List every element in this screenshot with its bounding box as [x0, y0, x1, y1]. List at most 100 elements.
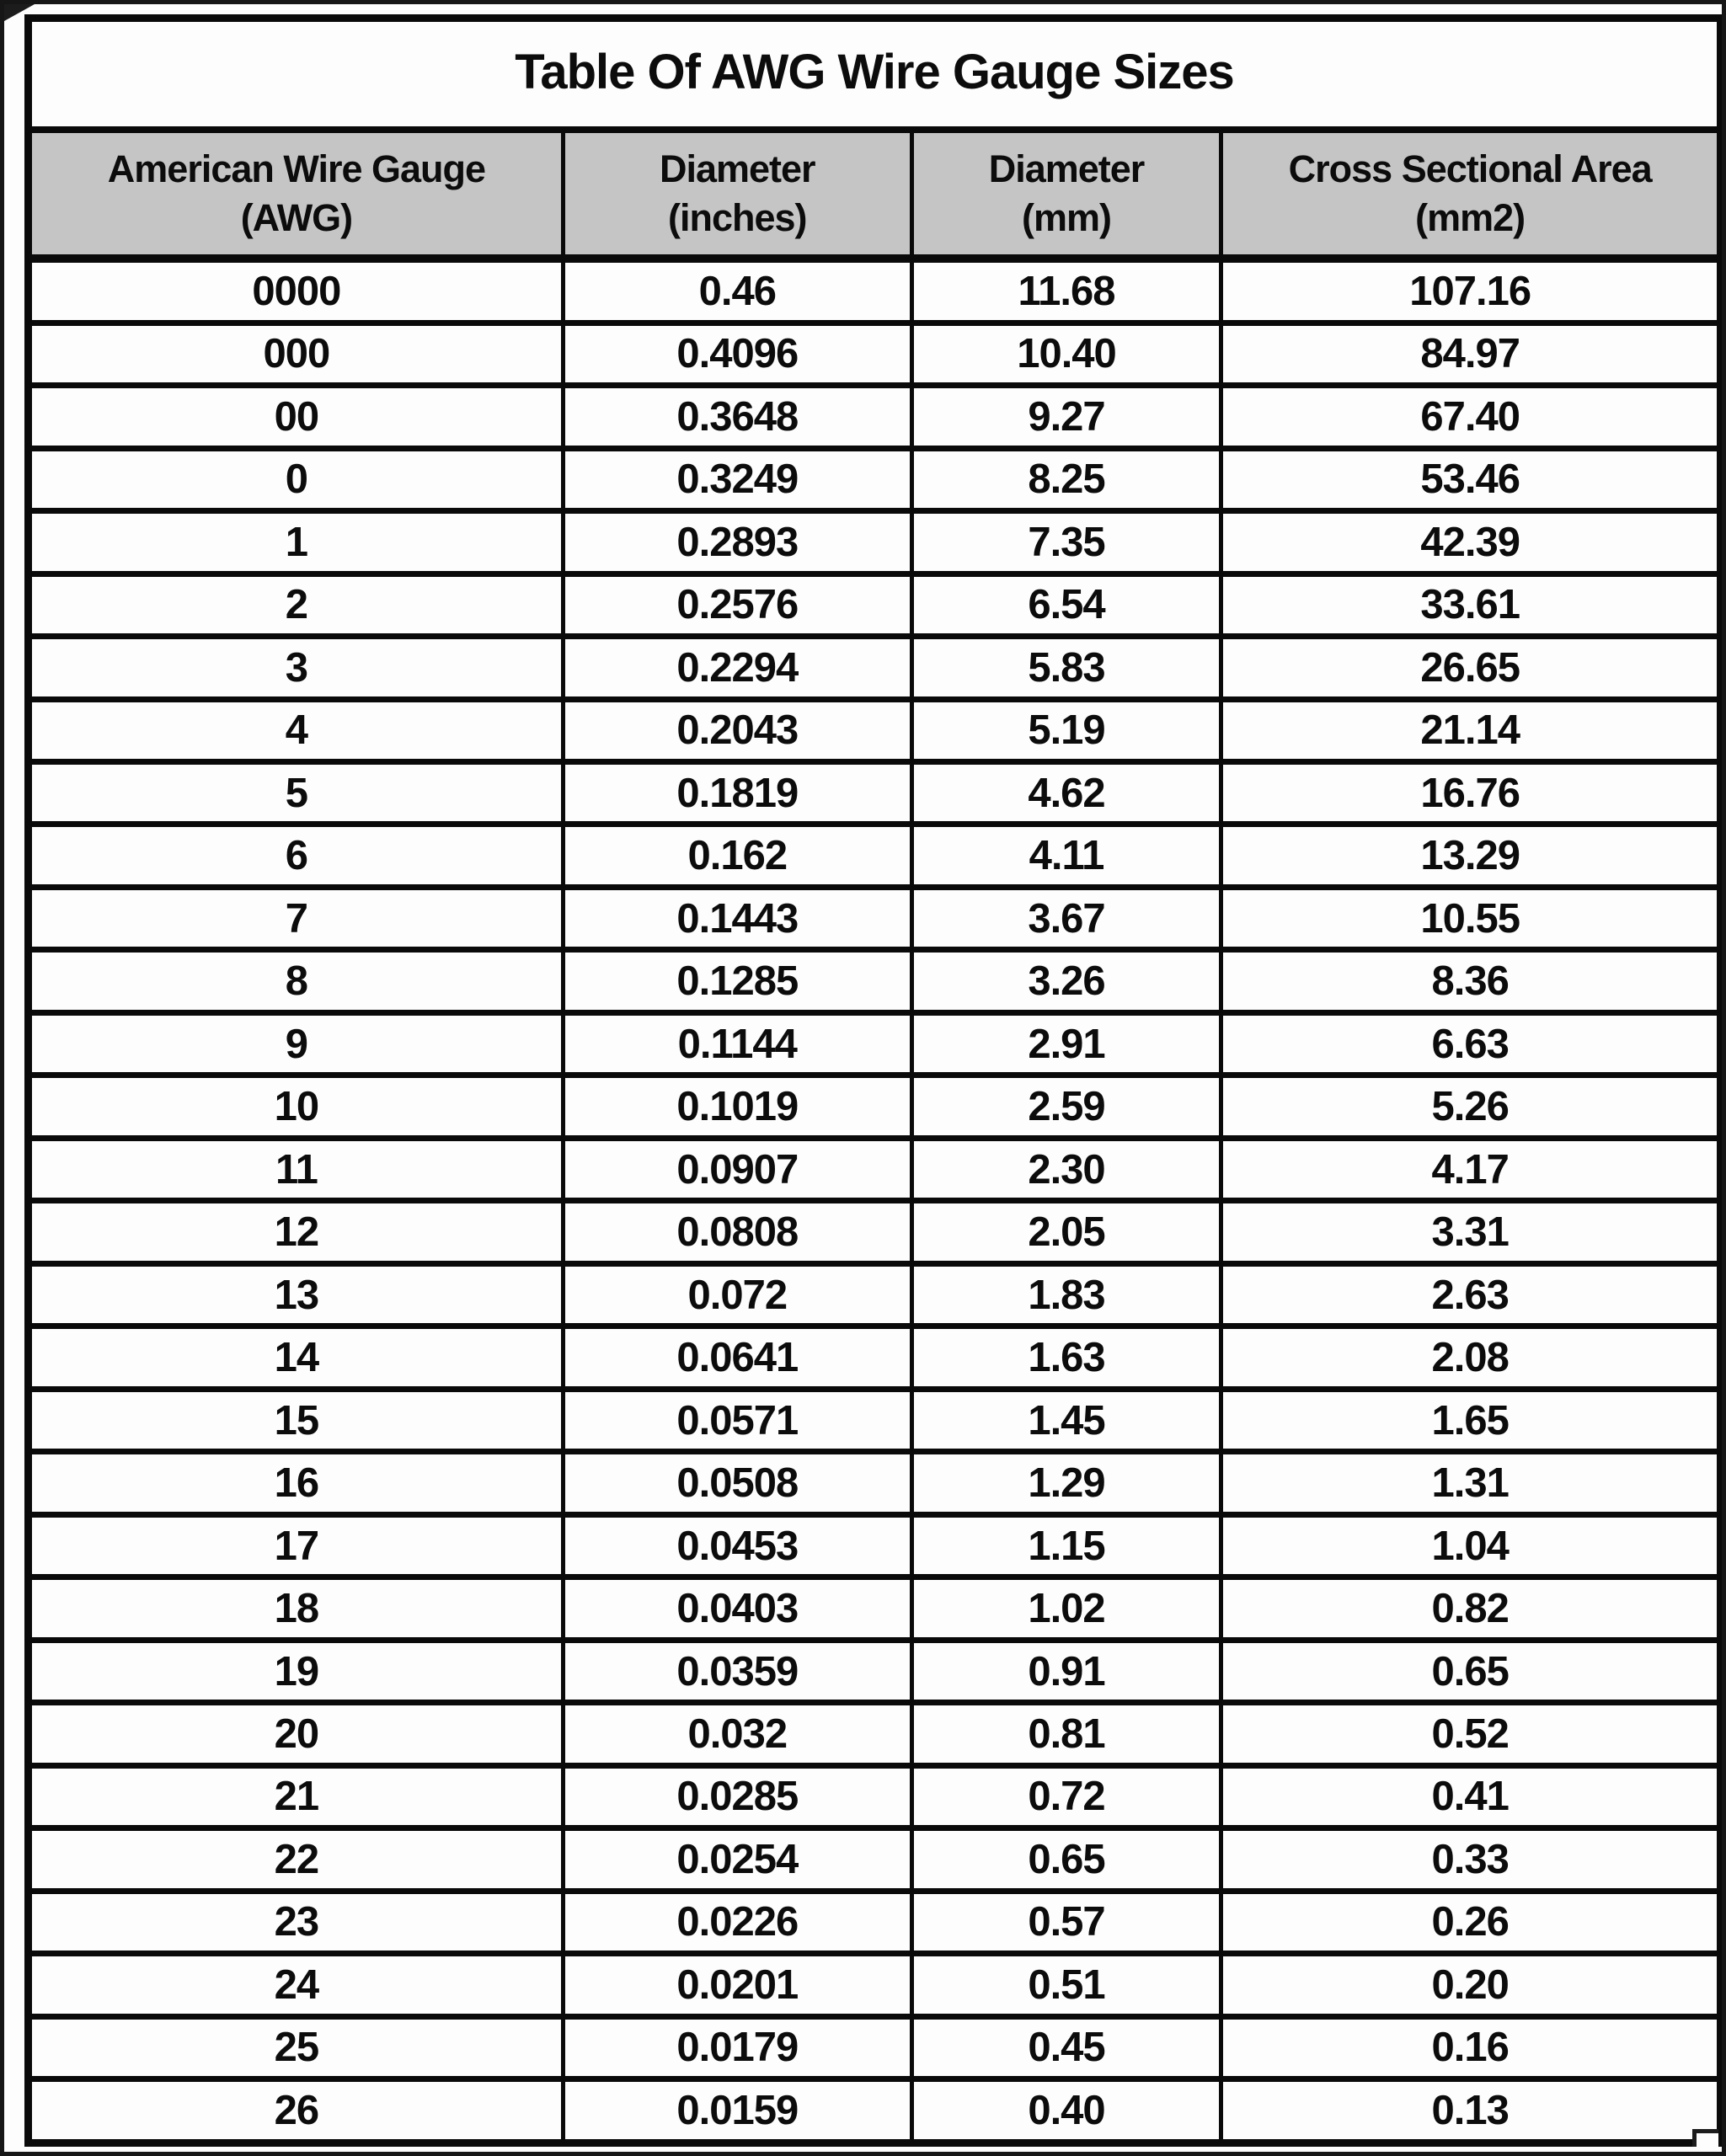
diameter-inches-cell: 0.2043	[560, 696, 914, 766]
table-row: 17 0.0453 1.15 1.04	[26, 1511, 1722, 1581]
awg-cell: 9	[26, 1009, 565, 1079]
awg-cell: 15	[26, 1385, 565, 1455]
header-awg-line1: American Wire Gauge	[107, 147, 486, 190]
cross-sectional-area-cell: 0.33	[1219, 1825, 1722, 1894]
diameter-mm-cell: 1.83	[909, 1260, 1224, 1330]
table-row: 15 0.0571 1.45 1.65	[26, 1385, 1722, 1455]
table-row: 0 0.3249 8.25 53.46	[26, 445, 1722, 515]
diameter-inches-cell: 0.0201	[560, 1951, 914, 2020]
awg-cell: 2	[26, 570, 565, 640]
table-row: 13 0.072 1.83 2.63	[26, 1260, 1722, 1330]
cross-sectional-area-cell: 6.63	[1219, 1009, 1722, 1079]
diameter-mm-cell: 2.59	[909, 1072, 1224, 1141]
awg-cell: 23	[26, 1887, 565, 1957]
table-title: Table Of AWG Wire Gauge Sizes	[28, 18, 1721, 133]
diameter-inches-cell: 0.0226	[560, 1887, 914, 1957]
awg-cell: 24	[26, 1951, 565, 2020]
awg-cell: 17	[26, 1511, 565, 1581]
awg-cell: 000	[26, 319, 565, 389]
cross-sectional-area-cell: 16.76	[1219, 758, 1722, 828]
diameter-inches-cell: 0.4096	[560, 319, 914, 389]
awg-cell: 8	[26, 947, 565, 1016]
table-title-row: Table Of AWG Wire Gauge Sizes	[28, 18, 1721, 133]
cross-sectional-area-cell: 107.16	[1219, 255, 1722, 326]
diameter-mm-cell: 7.35	[909, 508, 1224, 577]
diameter-mm-cell: 4.11	[909, 821, 1224, 890]
diameter-mm-cell: 1.63	[909, 1323, 1224, 1392]
header-diameter-mm-line1: Diameter	[988, 147, 1146, 190]
diameter-inches-cell: 0.0453	[560, 1511, 914, 1581]
diameter-mm-cell: 2.30	[909, 1134, 1224, 1204]
diameter-mm-cell: 0.72	[909, 1762, 1224, 1832]
cross-sectional-area-cell: 1.04	[1219, 1511, 1722, 1581]
scan-corner-artifact-bottom-right	[1692, 2129, 1718, 2147]
awg-cell: 10	[26, 1072, 565, 1141]
awg-cell: 3	[26, 633, 565, 702]
diameter-inches-cell: 0.2294	[560, 633, 914, 702]
awg-cell: 13	[26, 1260, 565, 1330]
diameter-inches-cell: 0.0808	[560, 1198, 914, 1267]
diameter-mm-cell: 0.51	[909, 1951, 1224, 2020]
header-cross-sectional-area: Cross Sectional Area (mm2)	[1219, 126, 1722, 263]
header-diameter-inches-line1: Diameter	[659, 147, 816, 190]
cross-sectional-area-cell: 26.65	[1219, 633, 1722, 702]
diameter-inches-cell: 0.0403	[560, 1574, 914, 1643]
table-row: 10 0.1019 2.59 5.26	[26, 1072, 1722, 1141]
diameter-inches-cell: 0.032	[560, 1700, 914, 1769]
diameter-inches-cell: 0.0359	[560, 1636, 914, 1706]
awg-cell: 1	[26, 508, 565, 577]
table-row: 0000 0.46 11.68 107.16	[26, 255, 1722, 326]
table-row: 4 0.2043 5.19 21.14	[26, 696, 1722, 766]
awg-cell: 14	[26, 1323, 565, 1392]
diameter-mm-cell: 0.57	[909, 1887, 1224, 1957]
cross-sectional-area-cell: 21.14	[1219, 696, 1722, 766]
cross-sectional-area-cell: 5.26	[1219, 1072, 1722, 1141]
table-row: 5 0.1819 4.62 16.76	[26, 758, 1722, 828]
diameter-inches-cell: 0.0285	[560, 1762, 914, 1832]
table-row: 1 0.2893 7.35 42.39	[26, 508, 1722, 577]
table-body: 0000 0.46 11.68 107.16 000 0.4096 10.40 84.97 00…	[26, 255, 1722, 2146]
cross-sectional-area-cell: 0.13	[1219, 2076, 1722, 2146]
awg-cell: 16	[26, 1449, 565, 1518]
diameter-inches-cell: 0.3249	[560, 445, 914, 515]
diameter-inches-cell: 0.2893	[560, 508, 914, 577]
cross-sectional-area-cell: 0.82	[1219, 1574, 1722, 1643]
diameter-inches-cell: 0.1019	[560, 1072, 914, 1141]
table-row: 00 0.3648 9.27 67.40	[26, 382, 1722, 451]
awg-cell: 5	[26, 758, 565, 828]
diameter-mm-cell: 0.81	[909, 1700, 1224, 1769]
diameter-inches-cell: 0.0641	[560, 1323, 914, 1392]
diameter-mm-cell: 11.68	[909, 255, 1224, 326]
awg-cell: 0000	[26, 255, 565, 326]
awg-cell: 19	[26, 1636, 565, 1706]
table-head: Table Of AWG Wire Gauge Sizes American W…	[26, 18, 1722, 263]
cross-sectional-area-cell: 53.46	[1219, 445, 1722, 515]
cross-sectional-area-cell: 2.63	[1219, 1260, 1722, 1330]
diameter-mm-cell: 0.65	[909, 1825, 1224, 1894]
cross-sectional-area-cell: 10.55	[1219, 883, 1722, 953]
awg-cell: 6	[26, 821, 565, 890]
diameter-mm-cell: 9.27	[909, 382, 1224, 451]
diameter-mm-cell: 5.19	[909, 696, 1224, 766]
table-row: 11 0.0907 2.30 4.17	[26, 1134, 1722, 1204]
diameter-inches-cell: 0.072	[560, 1260, 914, 1330]
header-cross-sectional-area-line2: (mm2)	[1415, 196, 1526, 239]
table-row: 18 0.0403 1.02 0.82	[26, 1574, 1722, 1643]
cross-sectional-area-cell: 0.65	[1219, 1636, 1722, 1706]
cross-sectional-area-cell: 0.16	[1219, 2013, 1722, 2083]
diameter-inches-cell: 0.162	[560, 821, 914, 890]
table-row: 25 0.0179 0.45 0.16	[26, 2013, 1722, 2083]
diameter-mm-cell: 3.67	[909, 883, 1224, 953]
diameter-mm-cell: 1.45	[909, 1385, 1224, 1455]
cross-sectional-area-cell: 2.08	[1219, 1323, 1722, 1392]
cross-sectional-area-cell: 0.52	[1219, 1700, 1722, 1769]
awg-cell: 22	[26, 1825, 565, 1894]
diameter-mm-cell: 0.40	[909, 2076, 1224, 2146]
table-row: 26 0.0159 0.40 0.13	[26, 2076, 1722, 2146]
diameter-mm-cell: 1.02	[909, 1574, 1224, 1643]
cross-sectional-area-cell: 42.39	[1219, 508, 1722, 577]
awg-wire-gauge-table: Table Of AWG Wire Gauge Sizes American W…	[24, 14, 1722, 2147]
diameter-inches-cell: 0.0254	[560, 1825, 914, 1894]
header-diameter-mm: Diameter (mm)	[909, 126, 1224, 263]
diameter-mm-cell: 0.45	[909, 2013, 1224, 2083]
